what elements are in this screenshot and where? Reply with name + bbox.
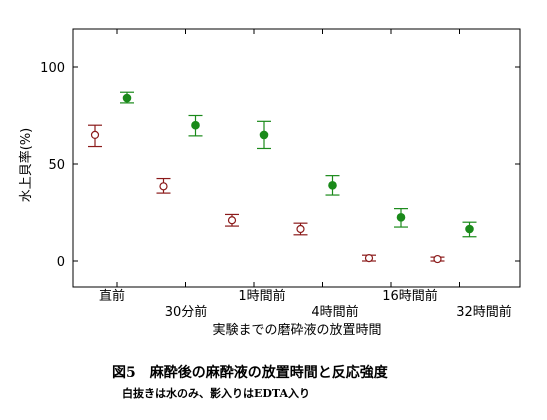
x-tick-label: 1時間前: [238, 288, 285, 304]
data-point-group: [120, 91, 134, 104]
open-circle-point: [433, 254, 442, 264]
filled-circle-point: [191, 120, 200, 130]
open-circle-point: [159, 182, 168, 191]
filled-circle-point: [259, 130, 269, 140]
data-point-group: [462, 221, 477, 238]
open-circle-point: [296, 224, 305, 234]
x-tick-label: 直前: [99, 288, 125, 304]
data-point-group: [188, 114, 203, 137]
filled-circle-point: [465, 224, 474, 234]
open-circle-point: [364, 253, 374, 263]
open-circle-point: [227, 216, 237, 225]
filled-circle-point: [328, 181, 337, 190]
data-point-group: [156, 177, 171, 194]
y-axis-ticks: 0 50 100: [40, 61, 520, 270]
open-circle-point: [90, 130, 100, 139]
x-tick-label: 4時間前: [311, 304, 358, 320]
data-point-group: [325, 175, 340, 196]
data-point-group: [225, 213, 239, 227]
data-point-group: [362, 253, 376, 263]
data-point-group: [257, 120, 271, 150]
x-axis-label: 実験までの磨砕液の放置時間: [212, 322, 381, 338]
y-tick-label: 50: [48, 158, 65, 173]
data-marks: [88, 91, 477, 264]
x-axis-ticks: 直前 30分前 1時間前 4時間前 16時間前 32時間前: [99, 29, 512, 320]
data-point-group: [394, 208, 408, 228]
filled-circle-point: [396, 213, 406, 222]
filled-circle-point: [122, 93, 132, 103]
data-point-group: [88, 124, 102, 148]
data-point-group: [293, 222, 308, 236]
x-tick-label: 30分前: [165, 304, 208, 320]
y-tick-label: 100: [40, 61, 65, 76]
figure-caption-title: 図5 麻酔後の麻酔液の放置時間と反応強度: [112, 365, 388, 381]
y-tick-label: 0: [57, 255, 65, 270]
plot-frame: [72, 28, 521, 288]
x-tick-label: 16時間前: [382, 288, 438, 304]
figure-caption-subtitle: 白抜きは水のみ、影入りはEDTA入り: [122, 387, 311, 400]
y-axis-label: 水上貝率(%): [18, 128, 34, 203]
x-tick-label: 32時間前: [456, 304, 512, 320]
data-point-group: [430, 254, 445, 264]
